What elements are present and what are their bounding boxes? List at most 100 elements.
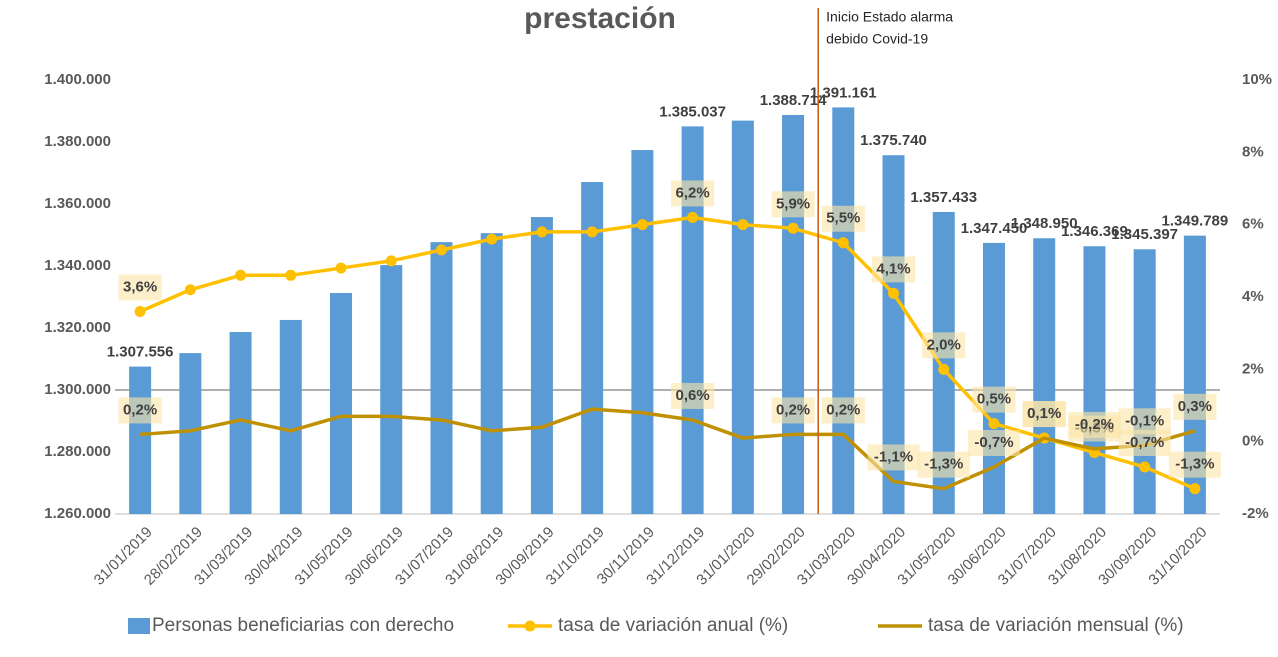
bar (380, 265, 403, 514)
y-tick-label: 1.400.000 (44, 71, 111, 88)
point (486, 233, 498, 245)
data-label: -1,3% (1175, 456, 1214, 473)
bar (982, 242, 1005, 514)
bar (330, 292, 353, 514)
data-label: 0,2% (826, 401, 860, 418)
data-label-box (972, 386, 1016, 413)
data-label: -0,1% (1125, 412, 1164, 429)
point (636, 219, 648, 231)
bar (480, 233, 503, 514)
data-label: 1.307.556 (107, 344, 174, 361)
data-label: 1.347.450 (961, 220, 1028, 237)
y2-tick-label: 6% (1242, 216, 1264, 233)
data-label-box (871, 256, 916, 283)
y-tick-label: 1.280.000 (44, 443, 111, 460)
bar (782, 114, 805, 514)
data-label-box (1168, 451, 1221, 478)
point (586, 226, 598, 238)
point (837, 237, 849, 249)
y-tick-label: 1.360.000 (44, 195, 111, 212)
data-label: 0,2% (776, 401, 810, 418)
legend-label: Personas beneficiarias con derecho (152, 615, 454, 636)
bar (631, 150, 654, 514)
y-tick-label: 1.260.000 (44, 505, 111, 522)
y2-tick-label: 0% (1242, 433, 1264, 450)
bar (530, 217, 553, 514)
legend-label: tasa de variación mensual (%) (928, 615, 1184, 636)
data-label: 0,1% (1027, 405, 1061, 422)
data-label-box (771, 191, 815, 218)
y-tick-label: 1.380.000 (44, 133, 111, 150)
y-tick-label: 1.340.000 (44, 257, 111, 274)
legend-marker (524, 620, 536, 632)
data-label: 5,9% (776, 195, 810, 212)
data-label-box (1173, 393, 1217, 420)
data-label-box (1022, 401, 1066, 428)
y2-tick-label: 10% (1242, 71, 1272, 88)
data-label: 1.346.369 (1061, 223, 1128, 240)
y-tick-label: 1.320.000 (44, 319, 111, 336)
point (737, 219, 749, 231)
data-label: 6,2% (676, 184, 710, 201)
data-label: 4,1% (876, 260, 910, 277)
bar (832, 107, 855, 514)
data-label: 1.375.740 (860, 132, 927, 149)
data-label-box (867, 444, 920, 471)
bar (882, 155, 905, 514)
data-label-box (821, 205, 865, 232)
bar (430, 242, 453, 514)
y2-tick-label: 2% (1242, 360, 1264, 377)
data-label: 1.345.397 (1111, 226, 1178, 243)
bar (179, 353, 202, 514)
y-tick-label: 1.300.000 (44, 381, 111, 398)
point (988, 418, 1000, 430)
point (435, 244, 447, 256)
point (235, 269, 247, 281)
data-label-box (671, 180, 715, 207)
data-label: 1.391.161 (810, 84, 877, 101)
point (335, 262, 347, 274)
bar (279, 319, 302, 514)
data-label-box (1118, 429, 1171, 456)
data-label-box (922, 332, 966, 359)
data-label: -1,3% (924, 456, 963, 473)
data-label: 2,0% (927, 336, 961, 353)
bar (932, 211, 955, 514)
bar (229, 332, 252, 514)
data-label: 0,3% (1178, 398, 1212, 415)
bar (1133, 249, 1156, 515)
data-label: -0,2% (1075, 416, 1114, 433)
point (938, 363, 950, 375)
data-label-box (1118, 408, 1171, 435)
data-label: 1.357.433 (910, 189, 977, 206)
point (385, 255, 397, 267)
data-label: 0,2% (123, 401, 157, 418)
data-label-box (771, 397, 815, 424)
annotation: Inicio Estado alarma (826, 9, 953, 25)
point (888, 287, 900, 299)
point (1139, 461, 1151, 473)
legend-swatch (128, 618, 150, 634)
data-label-box (967, 429, 1020, 456)
data-label-box (671, 382, 715, 409)
point (285, 269, 297, 281)
bar (129, 366, 152, 514)
legend-label: tasa de variación anual (%) (558, 615, 788, 636)
y2-tick-label: 8% (1242, 143, 1264, 160)
data-label: -0,7% (1125, 434, 1164, 451)
point (536, 226, 548, 238)
annotation: debido Covid-19 (826, 31, 928, 47)
bar (1033, 238, 1056, 514)
data-label: 0,6% (676, 387, 710, 404)
data-label-box (118, 274, 162, 301)
bar (681, 126, 704, 514)
data-label: 3,6% (123, 278, 157, 295)
chart-title: prestación (524, 2, 676, 35)
bar (1183, 235, 1206, 514)
y2-tick-label: -2% (1242, 505, 1269, 522)
y2-tick-label: 4% (1242, 288, 1264, 305)
point (687, 211, 699, 223)
point (184, 284, 196, 296)
data-label: 1.348.950 (1011, 215, 1078, 232)
